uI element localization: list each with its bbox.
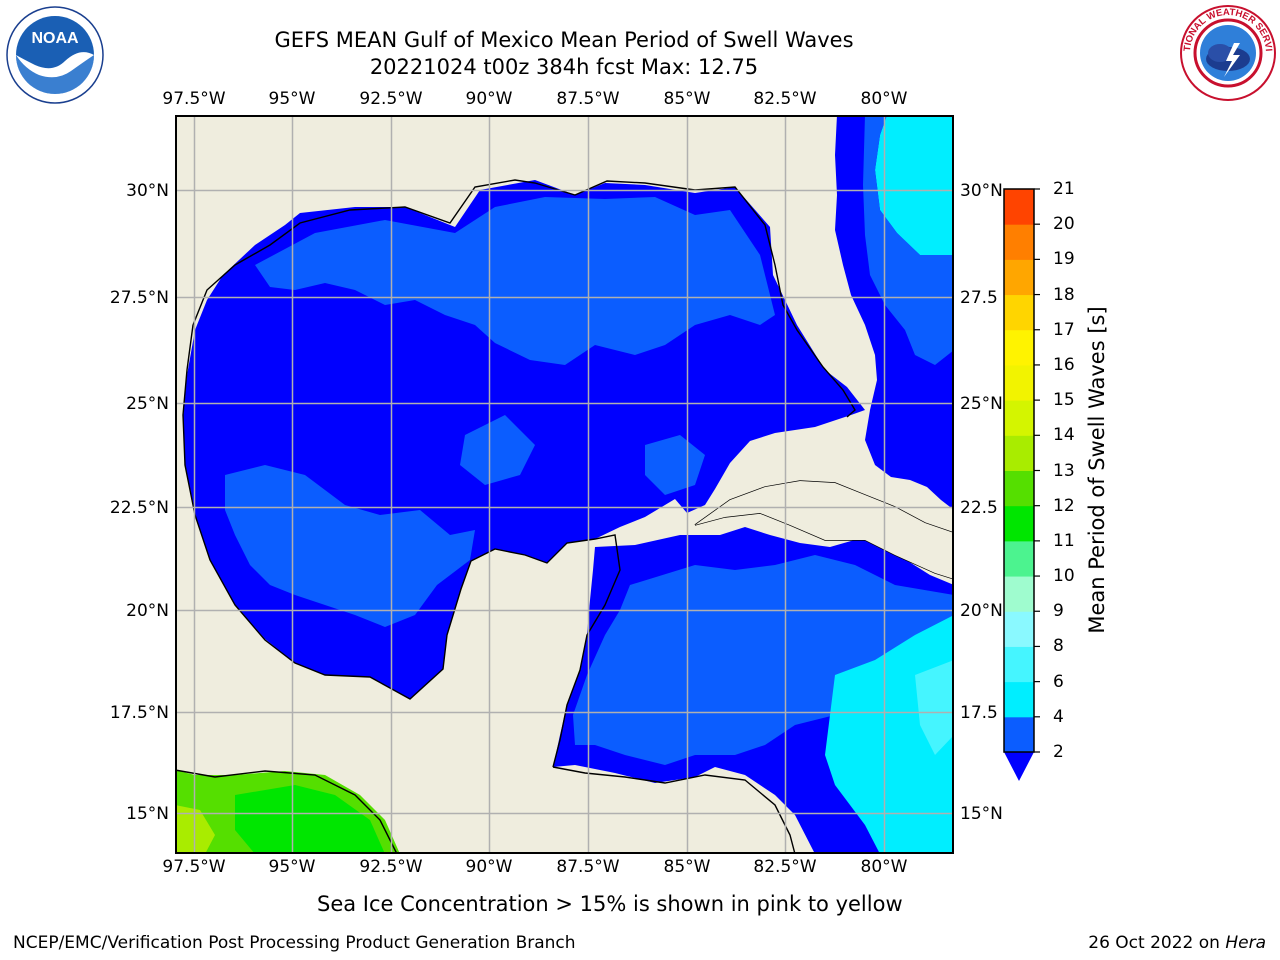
lon-tick-bottom: 87.5°W [556, 857, 620, 877]
sea-ice-note: Sea Ice Concentration > 15% is shown in … [317, 892, 903, 916]
lat-tick-left: 27.5°N [109, 288, 169, 308]
coastline-mexico [182, 324, 621, 768]
colorbar-band [1004, 329, 1034, 366]
lon-tick-top: 80°W [860, 89, 908, 109]
colorbar-band [1004, 716, 1034, 753]
colorbar-band [1004, 435, 1034, 471]
gulf-swell-patch-2 [225, 465, 475, 627]
colorbar-tick-label: 20 [1053, 214, 1075, 235]
colorbar-tick-label: 6 [1053, 671, 1064, 692]
lat-tick-right: 17.5 [960, 703, 998, 723]
gulf-swell-patch [255, 197, 775, 365]
atlantic-swell-light [863, 115, 954, 365]
colorbar-tick-label: 14 [1053, 425, 1075, 446]
colorbar-band [1004, 505, 1034, 542]
map-panel [175, 115, 954, 858]
map-border [175, 115, 954, 854]
colorbar-band [1004, 681, 1034, 718]
lon-tick-bottom: 90°W [465, 857, 513, 877]
cuba-island [695, 481, 954, 579]
date-value: 26 Oct 2022 on [1088, 933, 1226, 953]
lat-tick-right: 22.5 [960, 498, 998, 518]
colorbar-band [1004, 646, 1034, 683]
lon-gridlines [193, 115, 886, 854]
colorbar-tick-label: 17 [1053, 319, 1075, 340]
colorbar-extend-triangle [1004, 752, 1034, 781]
lon-tick-top: 97.5°W [162, 89, 226, 109]
lon-tick-bottom: 92.5°W [359, 857, 423, 877]
colorbar-tick-label: 13 [1053, 460, 1075, 481]
colorbar-tick-label: 2 [1053, 742, 1064, 762]
nws-logo: NATIONAL WEATHER SERVICE [1175, 0, 1278, 107]
colorbar-band [1004, 364, 1034, 401]
colorbar-tick-label: 9 [1053, 601, 1064, 622]
caribbean-swell-light-cyan [915, 660, 954, 755]
colorbar-band [1004, 470, 1034, 507]
colorbar-tick-label: 19 [1053, 249, 1075, 270]
lon-tick-bottom: 85°W [663, 857, 711, 877]
lon-tick-top: 87.5°W [556, 89, 620, 109]
lon-tick-top: 85°W [663, 89, 711, 109]
lon-tick-bottom: 95°W [268, 857, 316, 877]
map-subtitle: 20221024 t00z 384h fcst Max: 12.75 [369, 55, 759, 79]
colorbar-band [1004, 224, 1034, 260]
colorbar-band [1004, 294, 1034, 331]
lat-tick-right: 30°N [960, 181, 1003, 201]
date-text: 26 Oct 2022 on Hera [1088, 933, 1266, 953]
map-canvas [175, 115, 954, 854]
colorbar-band [1004, 400, 1034, 436]
gulf-swell-patch-4 [645, 435, 705, 495]
lon-tick-top: 82.5°W [753, 89, 817, 109]
colorbar-tick-label: 15 [1053, 390, 1075, 411]
noaa-logo: NOAA [5, 5, 105, 109]
lon-tick-top: 95°W [268, 89, 316, 109]
svg-text:NOAA: NOAA [31, 30, 79, 47]
colorbar-tick-label: 4 [1053, 706, 1064, 727]
coastline-pacific [175, 769, 398, 854]
colorbar [1003, 188, 1040, 781]
gulf-swell-patch-3 [460, 415, 535, 485]
colorbar-tick-label: 8 [1053, 636, 1064, 657]
lat-tick-left: 25°N [126, 394, 169, 414]
colorbar-band [1004, 611, 1034, 647]
lon-tick-top: 92.5°W [359, 89, 423, 109]
lat-tick-right: 20°N [960, 601, 1003, 621]
lat-tick-left: 17.5°N [109, 703, 169, 723]
lat-tick-right: 15°N [960, 804, 1003, 824]
lat-tick-left: 22.5°N [109, 498, 169, 518]
colorbar-tick-label: 21 [1053, 179, 1075, 199]
lat-tick-left: 30°N [126, 181, 169, 201]
colorbar-tick-label: 18 [1053, 284, 1075, 305]
lon-tick-bottom: 80°W [860, 857, 908, 877]
lon-tick-top: 90°W [465, 89, 513, 109]
atlantic-swell-cyan [875, 115, 954, 255]
coastline-us [192, 179, 856, 418]
colorbar-tick-label: 12 [1053, 495, 1075, 516]
pacific-swell-green [235, 785, 385, 854]
lat-tick-right: 27.5 [960, 288, 998, 308]
credit-text: NCEP/EMC/Verification Post Processing Pr… [13, 933, 576, 953]
colorbar-band [1004, 189, 1034, 225]
colorbar-label: Mean Period of Swell Waves [s] [1085, 306, 1109, 634]
lat-tick-right: 25°N [960, 394, 1003, 414]
lat-gridlines [175, 189, 954, 815]
colorbar-band [1004, 576, 1034, 612]
colorbar-tick-label: 10 [1053, 566, 1075, 587]
lat-tick-left: 20°N [126, 601, 169, 621]
colorbar-tick-label: 11 [1053, 530, 1075, 551]
colorbar-band [1004, 540, 1034, 577]
lon-tick-bottom: 82.5°W [753, 857, 817, 877]
lat-tick-left: 15°N [126, 804, 169, 824]
host-name: Hera [1225, 933, 1266, 953]
colorbar-band [1004, 259, 1034, 296]
lon-tick-bottom: 97.5°W [162, 857, 226, 877]
map-title: GEFS MEAN Gulf of Mexico Mean Period of … [274, 28, 854, 52]
colorbar-tick-label: 16 [1053, 354, 1075, 375]
